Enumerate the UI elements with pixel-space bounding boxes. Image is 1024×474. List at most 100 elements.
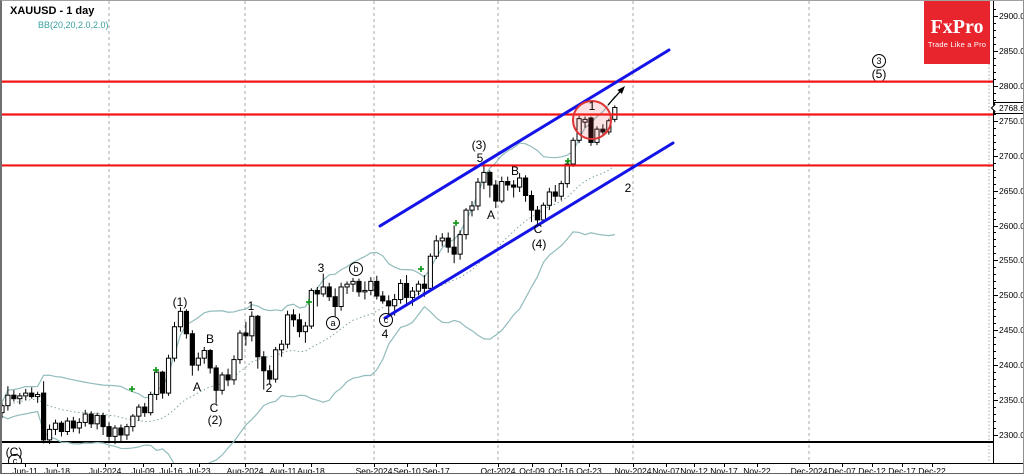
candle-body <box>463 209 469 236</box>
price-axis-label: 2300.00 <box>999 429 1023 440</box>
time-axis-label: Jul-2024 <box>88 466 122 474</box>
candle-body <box>570 139 576 165</box>
wave-label: 5 <box>477 151 484 165</box>
price-axis-tick <box>994 400 998 402</box>
price-axis-tick <box>994 155 998 157</box>
wave-label: C <box>534 222 543 236</box>
highlight-circle <box>572 100 612 140</box>
candle-body <box>493 184 499 202</box>
candle-body <box>249 315 255 337</box>
price-axis-tick <box>994 127 996 129</box>
candle-body <box>421 283 427 289</box>
price-axis-tick <box>994 50 998 52</box>
price-axis-tick <box>994 57 996 59</box>
price-axis-tick <box>994 323 996 325</box>
candle-body <box>308 289 314 327</box>
candle-body <box>243 332 249 337</box>
time-axis-label: Nov-22 <box>743 466 771 474</box>
candle-body <box>136 406 142 417</box>
time-axis-label: Sep-17 <box>422 466 450 474</box>
wave-label: b <box>353 264 358 274</box>
candle-body <box>481 171 487 183</box>
indicator-label[interactable]: BB(20,20,2.0,2.0) <box>38 20 109 30</box>
price-axis-label: 2800.00 <box>999 80 1023 91</box>
price-axis-tick <box>994 134 996 136</box>
candle-body <box>29 392 35 398</box>
wave-label: A <box>487 208 495 222</box>
candle-body <box>76 421 82 429</box>
wave-label: 2 <box>266 381 273 395</box>
candle-body <box>183 310 190 335</box>
price-axis-tick <box>994 141 996 143</box>
candle-body <box>403 282 410 298</box>
candle-body <box>100 414 106 428</box>
time-axis[interactable]: Jun-11 Jun-18 Jul-2024 Jul-09 Jul-16 Jul-23 Au… <box>2 463 1023 474</box>
time-axis-label: Dec-2024 <box>790 466 828 474</box>
candle-body <box>469 205 475 211</box>
time-axis-tick <box>842 464 843 467</box>
candle-body <box>106 426 112 437</box>
price-axis-tick <box>994 372 996 374</box>
time-axis-label: Oct-23 <box>576 466 602 474</box>
price-axis-label: 2450.00 <box>999 325 1023 336</box>
price-axis-label: 2350.00 <box>999 395 1023 406</box>
price-axis-tick <box>994 281 996 283</box>
candle-body <box>451 246 457 255</box>
candle-body <box>154 371 160 395</box>
time-axis-label: Jul-09 <box>131 466 155 474</box>
candle-body <box>511 184 517 188</box>
candle-body <box>64 420 70 433</box>
time-axis-tick <box>932 464 933 467</box>
price-axis-tick <box>994 190 998 192</box>
candle-body <box>11 394 17 400</box>
candle-body <box>475 181 481 207</box>
price-axis-label: 2600.00 <box>999 220 1023 231</box>
time-axis-tick <box>589 464 590 467</box>
candle-body <box>433 240 439 257</box>
candle-body <box>338 286 344 308</box>
price-axis[interactable]: 2768.67 2900.00 2850.00 2800.00 2750.00 2700… <box>993 1 1023 463</box>
candle-body <box>279 343 285 351</box>
candle-body <box>58 422 65 433</box>
price-axis-tick <box>994 260 998 262</box>
wave-label: (5) <box>872 67 887 81</box>
wave-label: 3 <box>876 56 881 66</box>
candle-body <box>546 191 552 206</box>
price-axis-label: 2850.00 <box>999 45 1023 56</box>
candle-body <box>517 177 523 188</box>
candle-body <box>207 349 213 369</box>
candle-body <box>499 181 505 202</box>
price-axis-tick <box>994 225 998 227</box>
candle-body <box>165 357 172 394</box>
candle-body <box>320 286 326 295</box>
candle-body <box>273 349 279 380</box>
price-axis-tick <box>994 274 996 276</box>
candle-body <box>582 118 588 123</box>
candle-body <box>70 420 76 429</box>
price-axis-tick <box>994 253 996 255</box>
candle-body <box>171 326 178 359</box>
time-axis-tick <box>532 464 533 467</box>
wave-label-circle <box>379 313 393 327</box>
wave-label: c <box>384 315 389 325</box>
candle-body <box>237 332 243 361</box>
time-axis-tick <box>872 464 873 467</box>
candle-body <box>344 283 350 288</box>
candle-body <box>439 237 445 242</box>
price-axis-tick <box>994 414 996 416</box>
candle-body <box>213 367 219 391</box>
time-axis-label: Dec-12 <box>858 466 886 474</box>
time-axis-tick <box>694 464 695 467</box>
candle-body <box>409 290 416 298</box>
time-axis-tick <box>245 464 246 467</box>
time-axis-label: Jul-16 <box>159 466 183 474</box>
candle-body <box>600 128 606 133</box>
candle-body <box>124 426 130 436</box>
time-axis-label: Sep-10 <box>393 466 421 474</box>
price-axis-tick <box>994 9 996 11</box>
price-axis-tick <box>994 92 996 94</box>
candle-body <box>142 406 148 414</box>
candle-body <box>558 183 564 197</box>
price-axis-tick <box>994 386 996 388</box>
